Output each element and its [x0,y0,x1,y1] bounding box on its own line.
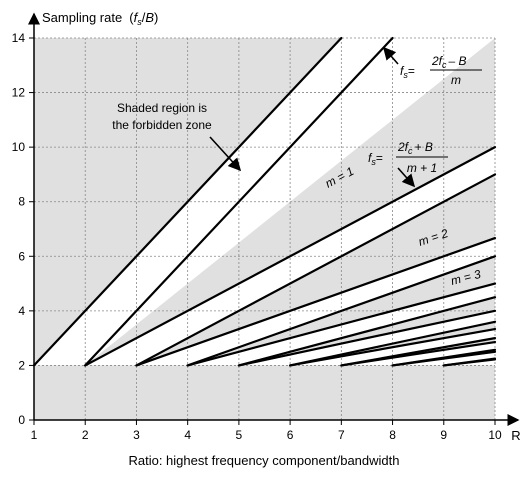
forbidden-zone-note-line1: Shaded region is [117,101,207,115]
svg-text:2fc+ B: 2fc + B [397,140,433,156]
x-tick-labels: 1 2 3 4 5 6 7 8 9 10 [31,428,502,442]
upper-boundary-line [186,255,497,367]
svg-text:m: m [451,73,461,87]
y-tick-label: 4 [18,304,25,318]
formula-lower-bound: fs= 2fc + B m + 1 [368,140,448,175]
lower-boundary-line [289,327,497,367]
lower-boundary-line [237,309,497,367]
svg-text:m + 1: m + 1 [407,161,437,175]
lower-boundary-line [135,236,497,367]
forbidden-zone-arrow [209,136,242,172]
x-tick-label: 9 [440,428,447,442]
x-axis-label: Ratio: highest frequency component/bandw… [128,453,399,468]
x-tick-label: 5 [236,428,243,442]
upper-boundary-line [391,348,497,367]
boundary-lines [32,36,497,367]
svg-text:fs=: fs= [400,64,415,80]
grid [29,37,496,425]
forbidden-zone-note-line2: the forbidden zone [112,118,212,132]
y-tick-labels: 0 2 4 6 8 10 12 14 [12,31,26,427]
formula-upper-bound: fs= 2fc – B m [400,54,482,87]
upper-boundary-line [289,320,497,367]
y-axis-label: Sampling rate (fs/B) [42,10,158,27]
x-axis-symbol: R [511,428,520,443]
x-tick-label: 7 [338,428,345,442]
lower-boundary-line [32,36,343,367]
formula-lower-arrow [397,167,416,188]
x-tick-label: 2 [82,428,89,442]
y-tick-label: 12 [12,86,26,100]
upper-boundary-line [135,173,497,367]
upper-boundary-line [340,337,497,367]
y-tick-label: 10 [12,140,26,154]
x-tick-label: 10 [488,428,502,442]
y-tick-label: 6 [18,249,25,263]
x-tick-label: 4 [184,428,191,442]
svg-text:fs=: fs= [368,151,383,167]
lower-boundary-line [186,282,497,367]
y-tick-label: 0 [18,413,25,427]
x-tick-label: 6 [287,428,294,442]
y-tick-label: 14 [12,31,26,45]
x-tick-label: 8 [389,428,396,442]
lower-boundary-line [84,146,497,367]
x-tick-label: 3 [133,428,140,442]
allowed-zone [34,38,495,366]
upper-boundary-line [442,357,497,367]
x-tick-label: 1 [31,428,38,442]
upper-boundary-line [237,296,497,367]
svg-text:2fc– B: 2fc – B [431,54,467,70]
y-tick-label: 2 [18,358,25,372]
upper-boundary-line [84,36,394,367]
y-tick-label: 8 [18,195,25,209]
formula-upper-arrow [382,46,399,65]
